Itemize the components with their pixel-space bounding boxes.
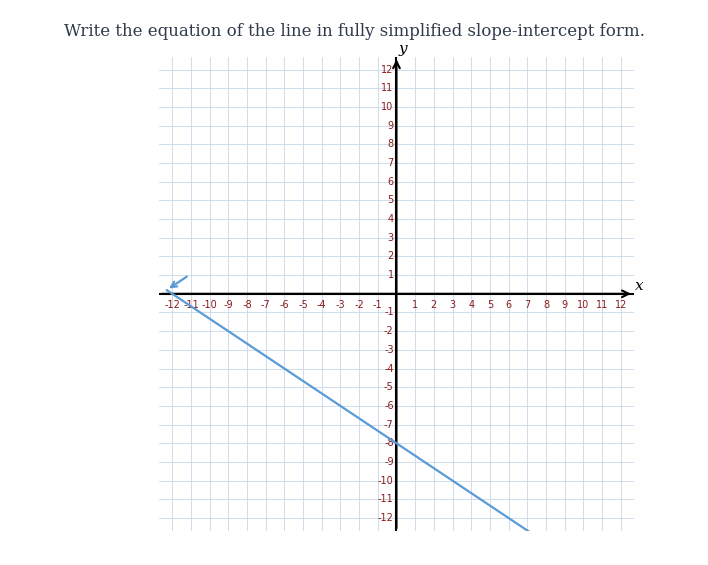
Text: 12: 12 [382, 64, 394, 75]
Text: y: y [399, 42, 407, 55]
Text: -10: -10 [202, 301, 217, 310]
Text: 7: 7 [387, 158, 394, 168]
Text: -5: -5 [298, 301, 308, 310]
Text: -2: -2 [384, 326, 394, 336]
Text: 3: 3 [450, 301, 455, 310]
Text: -11: -11 [183, 301, 199, 310]
Text: Write the equation of the line in fully simplified slope-intercept form.: Write the equation of the line in fully … [64, 23, 644, 40]
Text: 8: 8 [387, 140, 394, 149]
Text: -3: -3 [384, 345, 394, 355]
Text: -7: -7 [384, 420, 394, 429]
Text: -12: -12 [378, 513, 394, 523]
Text: -4: -4 [384, 363, 394, 373]
Text: 10: 10 [382, 102, 394, 112]
Text: 4: 4 [468, 301, 474, 310]
Text: -8: -8 [384, 438, 394, 448]
Text: -6: -6 [384, 401, 394, 411]
Text: -1: -1 [373, 301, 382, 310]
Text: 2: 2 [387, 251, 394, 262]
Text: 2: 2 [430, 301, 437, 310]
Text: 10: 10 [577, 301, 590, 310]
Text: -12: -12 [164, 301, 181, 310]
Text: -9: -9 [224, 301, 233, 310]
Text: -5: -5 [384, 383, 394, 392]
Text: 9: 9 [387, 121, 394, 131]
Text: 12: 12 [615, 301, 627, 310]
Text: 11: 11 [596, 301, 608, 310]
Text: 8: 8 [543, 301, 549, 310]
Text: -1: -1 [384, 307, 394, 318]
Text: 11: 11 [382, 83, 394, 93]
Text: x: x [634, 279, 644, 293]
Text: 1: 1 [387, 270, 394, 280]
Text: 1: 1 [412, 301, 418, 310]
Text: 4: 4 [387, 214, 394, 224]
Text: 9: 9 [561, 301, 568, 310]
Text: 5: 5 [487, 301, 493, 310]
Text: -10: -10 [378, 476, 394, 486]
Text: 6: 6 [506, 301, 512, 310]
Text: 6: 6 [387, 177, 394, 186]
Text: -8: -8 [242, 301, 252, 310]
Text: -3: -3 [336, 301, 346, 310]
Text: -7: -7 [261, 301, 270, 310]
Text: -6: -6 [280, 301, 289, 310]
Text: -11: -11 [378, 494, 394, 505]
Text: 7: 7 [524, 301, 530, 310]
Text: 3: 3 [387, 233, 394, 243]
Text: -9: -9 [384, 457, 394, 467]
Text: 5: 5 [387, 195, 394, 205]
Text: -2: -2 [354, 301, 364, 310]
Text: -4: -4 [317, 301, 326, 310]
